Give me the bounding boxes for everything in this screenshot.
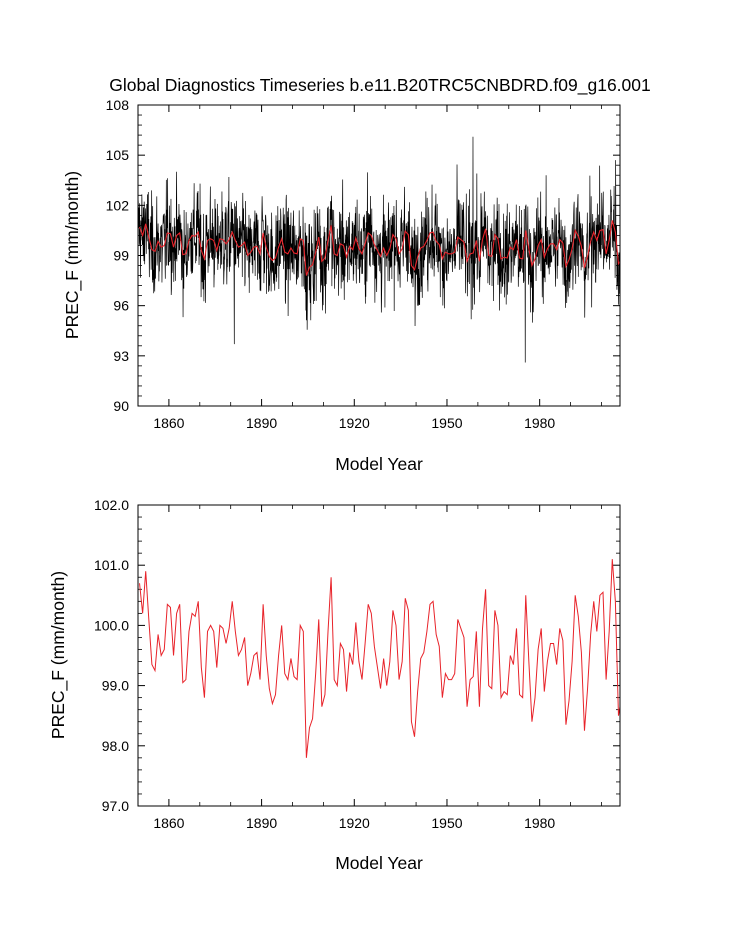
annual-x-tick-label: 1950 xyxy=(431,815,462,831)
annual-x-tick-label: 1860 xyxy=(153,815,184,831)
annual-y-tick-label: 98.0 xyxy=(102,738,129,754)
annual-y-tick-label: 97.0 xyxy=(102,798,129,814)
monthly-x-tick-label: 1980 xyxy=(524,415,555,431)
annual-series-line xyxy=(139,559,620,758)
monthly-y-tick-label: 93 xyxy=(113,348,129,364)
monthly-y-axis-label: PREC_F (mm/month) xyxy=(62,171,83,339)
annual-panel: 97.0 98.0 99.0 100.0 101.0 102.0 1860 1890 1920… xyxy=(48,497,621,873)
monthly-x-tick-label: 1860 xyxy=(153,415,184,431)
annual-x-tick-labels: 1860 1890 1920 1950 1980 xyxy=(153,815,555,831)
monthly-x-tick-label: 1950 xyxy=(431,415,462,431)
monthly-y-tick-label: 105 xyxy=(106,147,130,163)
monthly-x-tick-labels: 1860 1890 1920 1950 1980 xyxy=(153,415,555,431)
monthly-y-tick-label: 108 xyxy=(106,97,130,113)
monthly-x-tick-label: 1890 xyxy=(246,415,277,431)
annual-y-tick-label: 102.0 xyxy=(94,497,129,513)
monthly-x-axis-label: Model Year xyxy=(335,454,423,474)
annual-x-tick-label: 1890 xyxy=(246,815,277,831)
monthly-plot-frame xyxy=(137,104,621,407)
annual-y-tick-labels: 97.0 98.0 99.0 100.0 101.0 102.0 xyxy=(94,497,129,814)
annual-y-tick-label: 101.0 xyxy=(94,557,129,573)
monthly-series-line xyxy=(138,136,620,363)
monthly-panel: 90 93 96 99 102 105 108 1860 1890 1920 1950 1980 M… xyxy=(62,97,621,474)
annual-y-axis-label: PREC_F (mm/month) xyxy=(48,571,69,739)
monthly-y-tick-label: 99 xyxy=(113,248,129,264)
annual-y-tick-label: 100.0 xyxy=(94,617,129,633)
figure-title: Global Diagnostics Timeseries b.e11.B20T… xyxy=(109,75,650,96)
annual-y-tick-label: 99.0 xyxy=(102,678,129,694)
monthly-y-tick-label: 102 xyxy=(106,197,130,213)
monthly-x-tick-label: 1920 xyxy=(339,415,370,431)
monthly-y-tick-labels: 90 93 96 99 102 105 108 xyxy=(106,97,130,414)
annual-x-axis-label: Model Year xyxy=(335,853,423,873)
monthly-y-tick-label: 96 xyxy=(113,298,129,314)
annual-plot-frame xyxy=(137,504,621,807)
annual-x-tick-label: 1980 xyxy=(524,815,555,831)
monthly-panel-annual-line xyxy=(139,220,620,276)
monthly-y-tick-label: 90 xyxy=(113,398,129,414)
annual-x-tick-label: 1920 xyxy=(339,815,370,831)
